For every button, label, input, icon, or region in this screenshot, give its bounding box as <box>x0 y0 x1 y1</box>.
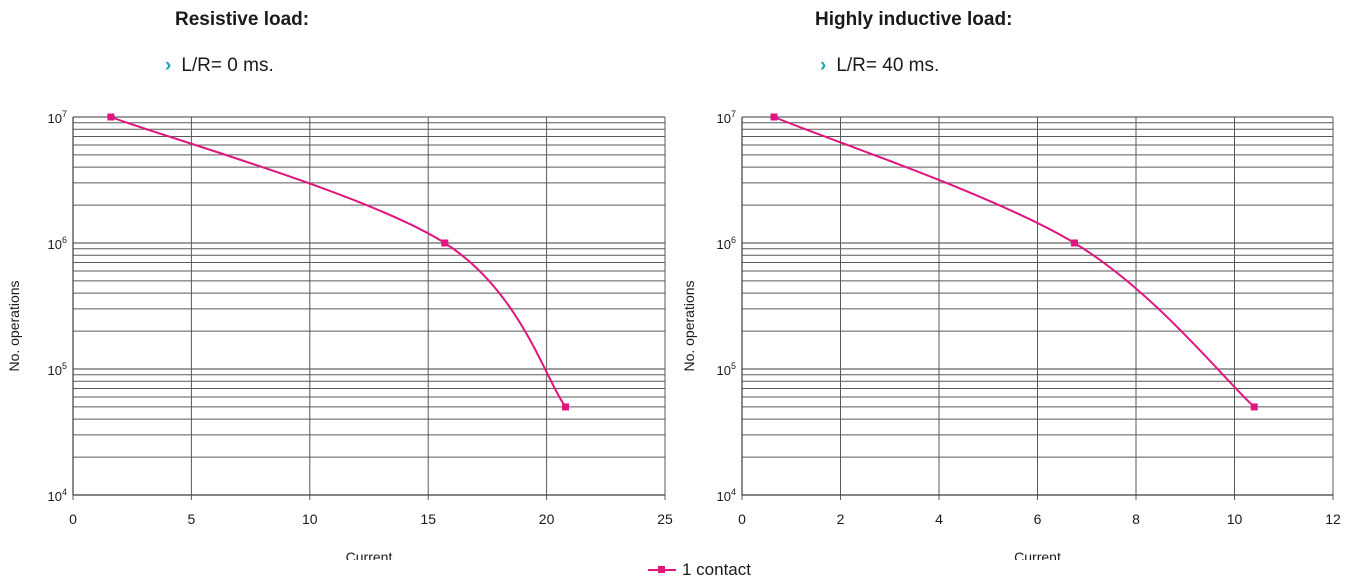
x-tick-label: 0 <box>738 511 746 527</box>
y-tick-label: 105 <box>48 361 67 378</box>
x-tick-label: 10 <box>302 511 318 527</box>
legend: 1 contact <box>648 560 751 580</box>
x-tick-label: 8 <box>1132 511 1140 527</box>
right-chart-heading: Highly inductive load: <box>815 9 1013 30</box>
y-tick-label: 104 <box>48 487 67 504</box>
data-point-marker <box>1250 403 1258 411</box>
y-axis-title: No. operations <box>6 280 22 371</box>
left-chart: 0 5 10 15 20 25 104 105 106 107 Current No. operati… <box>6 109 673 560</box>
series-line <box>773 116 1255 408</box>
x-tick-label: 4 <box>935 511 943 527</box>
right-condition-text: L/R= 40 ms. <box>836 55 940 76</box>
data-point-marker <box>107 113 115 121</box>
chevron-right-icon: › <box>820 55 827 76</box>
left-condition-text: L/R= 0 ms. <box>181 55 274 76</box>
x-tick-label: 6 <box>1034 511 1042 527</box>
x-tick-label: 10 <box>1227 511 1243 527</box>
right-chart: 0 2 4 6 8 10 12 104 105 106 107 Current No. operatio… <box>681 109 1341 560</box>
x-tick-label: 0 <box>69 511 77 527</box>
data-point-marker <box>562 403 570 411</box>
data-point-marker <box>1070 239 1078 247</box>
x-tick-label: 15 <box>420 511 436 527</box>
x-axis-title: Current <box>346 549 393 560</box>
y-axis-title: No. operations <box>681 280 697 371</box>
y-tick-label: 105 <box>717 361 736 378</box>
x-tick-label: 12 <box>1325 511 1341 527</box>
left-chart-heading: Resistive load: <box>175 9 310 30</box>
y-tick-label: 104 <box>717 487 736 504</box>
data-point-marker <box>441 239 449 247</box>
left-chart-condition: › L/R= 0 ms. <box>165 55 274 77</box>
right-chart-condition: › L/R= 40 ms. <box>820 55 939 77</box>
series-line <box>110 116 567 408</box>
x-axis-title: Current <box>1014 549 1061 560</box>
legend-marker-icon <box>648 563 676 577</box>
x-tick-label: 20 <box>539 511 555 527</box>
y-tick-label: 107 <box>48 109 67 126</box>
x-tick-label: 2 <box>837 511 845 527</box>
chevron-right-icon: › <box>165 55 172 76</box>
y-tick-label: 106 <box>717 235 736 252</box>
x-tick-label: 5 <box>188 511 196 527</box>
y-tick-label: 106 <box>48 235 67 252</box>
x-tick-label: 25 <box>657 511 673 527</box>
y-tick-label: 107 <box>717 109 736 126</box>
legend-label: 1 contact <box>682 560 751 579</box>
data-point-marker <box>770 113 778 121</box>
